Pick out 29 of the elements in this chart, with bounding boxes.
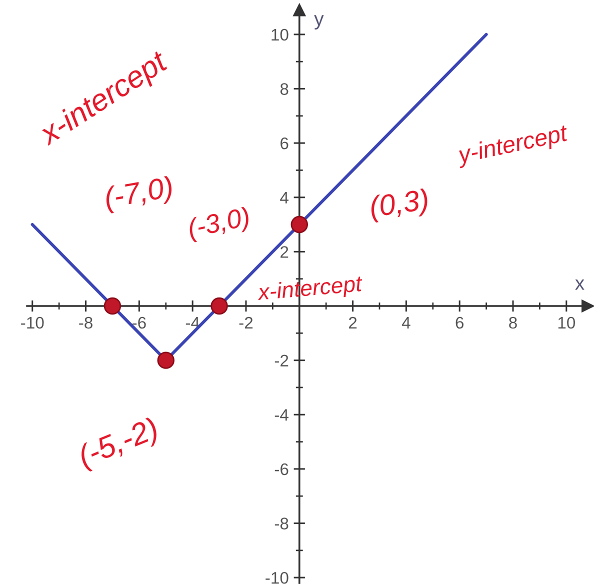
x-tick-label: 10 bbox=[558, 316, 576, 329]
y-tick-label: -8 bbox=[274, 518, 288, 530]
x-tick-label: -8 bbox=[79, 316, 92, 329]
x-tick-label: -2 bbox=[239, 316, 253, 328]
x-tick-label: 8 bbox=[509, 316, 517, 329]
x-tick-label: 2 bbox=[348, 316, 357, 328]
y-tick-label: 2 bbox=[280, 246, 288, 258]
x-tick-label: -6 bbox=[132, 316, 146, 329]
y-tick-label: 6 bbox=[280, 137, 288, 150]
point bbox=[290, 216, 308, 234]
y-tick-label: -10 bbox=[266, 572, 288, 584]
x-tick-label: 4 bbox=[402, 317, 410, 328]
annotation: x-intercept bbox=[256, 274, 364, 305]
annotation: (0,3) bbox=[369, 188, 430, 223]
y-tick-label: -6 bbox=[274, 463, 288, 476]
y-tick-label: 8 bbox=[280, 83, 288, 95]
y-tick-label: 4 bbox=[280, 192, 288, 204]
y-tick-label: -4 bbox=[274, 409, 288, 421]
annotation: (-7,0) bbox=[104, 176, 174, 214]
point bbox=[104, 297, 122, 315]
x-tick-label: 6 bbox=[456, 316, 464, 329]
point bbox=[157, 352, 174, 369]
point bbox=[210, 297, 228, 315]
x-axis-title: x bbox=[575, 279, 584, 290]
y-axis-title: y bbox=[314, 15, 324, 30]
annotation: (-3,0) bbox=[187, 206, 252, 243]
y-tick-label: 10 bbox=[272, 28, 288, 41]
x-tick-label: -10 bbox=[21, 316, 44, 329]
y-tick-label: -2 bbox=[274, 354, 288, 366]
